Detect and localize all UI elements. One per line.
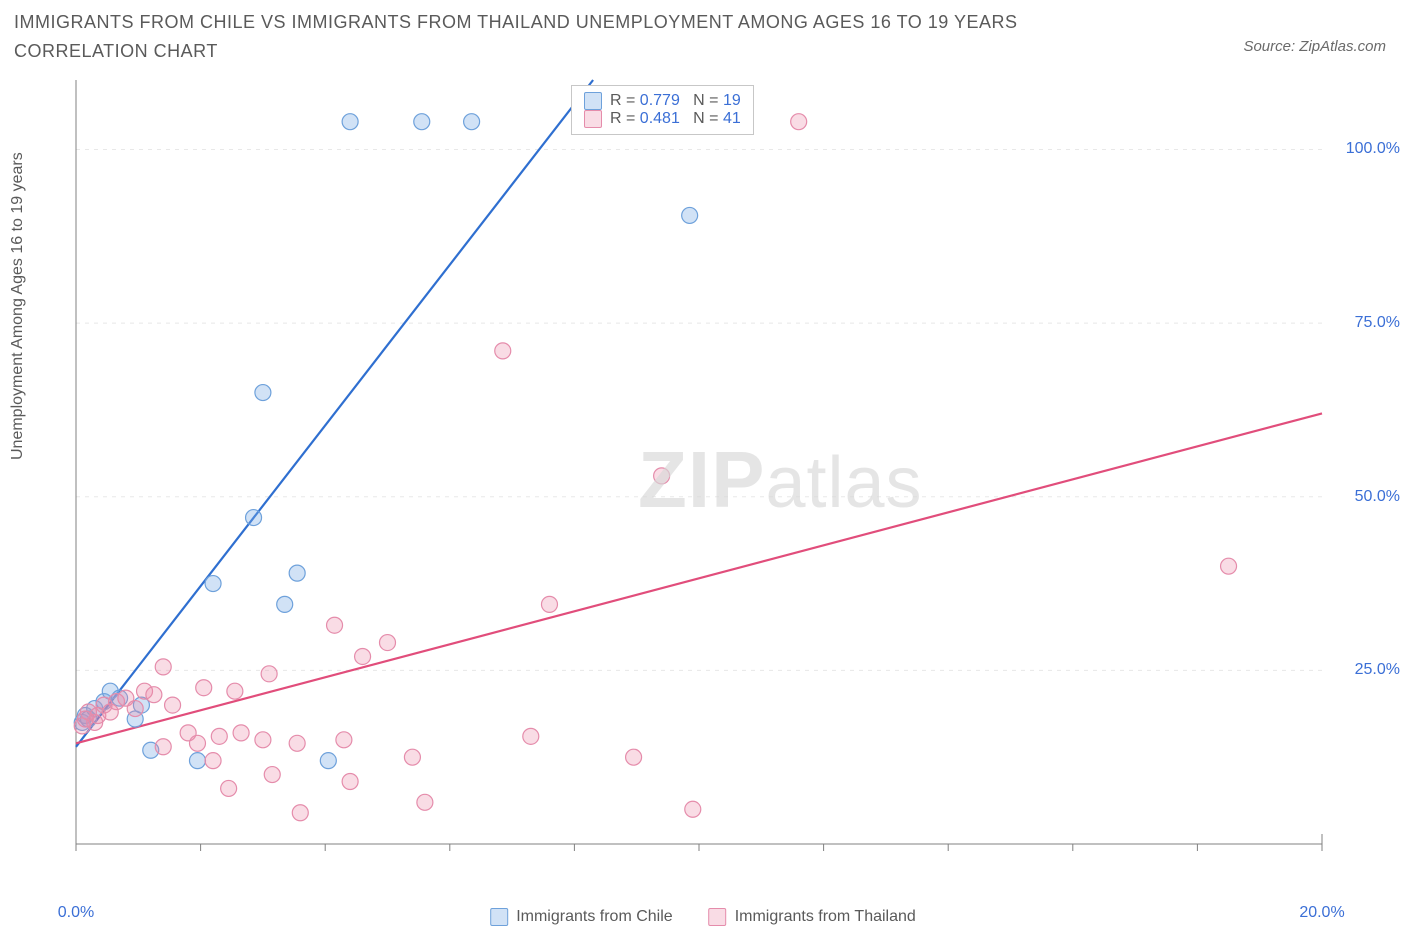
page-title: IMMIGRANTS FROM CHILE VS IMMIGRANTS FROM…: [14, 8, 1114, 66]
y-tick-label: 100.0%: [1346, 140, 1400, 158]
x-tick-label: 20.0%: [1299, 904, 1344, 922]
correlation-stats-box: R = 0.779 N = 19R = 0.481 N = 41: [571, 85, 754, 135]
legend-item-thailand: Immigrants from Thailand: [709, 908, 916, 926]
legend-item-chile: Immigrants from Chile: [490, 908, 672, 926]
legend-label-chile: Immigrants from Chile: [516, 908, 672, 926]
x-tick-label: 0.0%: [58, 904, 94, 922]
legend-label-thailand: Immigrants from Thailand: [735, 908, 916, 926]
stats-row: R = 0.779 N = 19: [584, 92, 741, 110]
y-tick-label: 75.0%: [1355, 314, 1400, 332]
stats-text: R = 0.779 N = 19: [610, 92, 741, 110]
legend-swatch-thailand: [709, 908, 727, 926]
source-attribution: Source: ZipAtlas.com: [1243, 38, 1386, 55]
y-axis-label: Unemployment Among Ages 16 to 19 years: [9, 152, 27, 460]
chart-svg: [68, 74, 1388, 874]
scatter-chart: ZIPatlas: [68, 74, 1388, 874]
y-tick-label: 25.0%: [1355, 661, 1400, 679]
stats-swatch: [584, 92, 602, 110]
stats-text: R = 0.481 N = 41: [610, 110, 741, 128]
stats-swatch: [584, 110, 602, 128]
legend-swatch-chile: [490, 908, 508, 926]
y-tick-label: 50.0%: [1355, 488, 1400, 506]
stats-row: R = 0.481 N = 41: [584, 110, 741, 128]
bottom-legend: Immigrants from Chile Immigrants from Th…: [490, 908, 916, 926]
